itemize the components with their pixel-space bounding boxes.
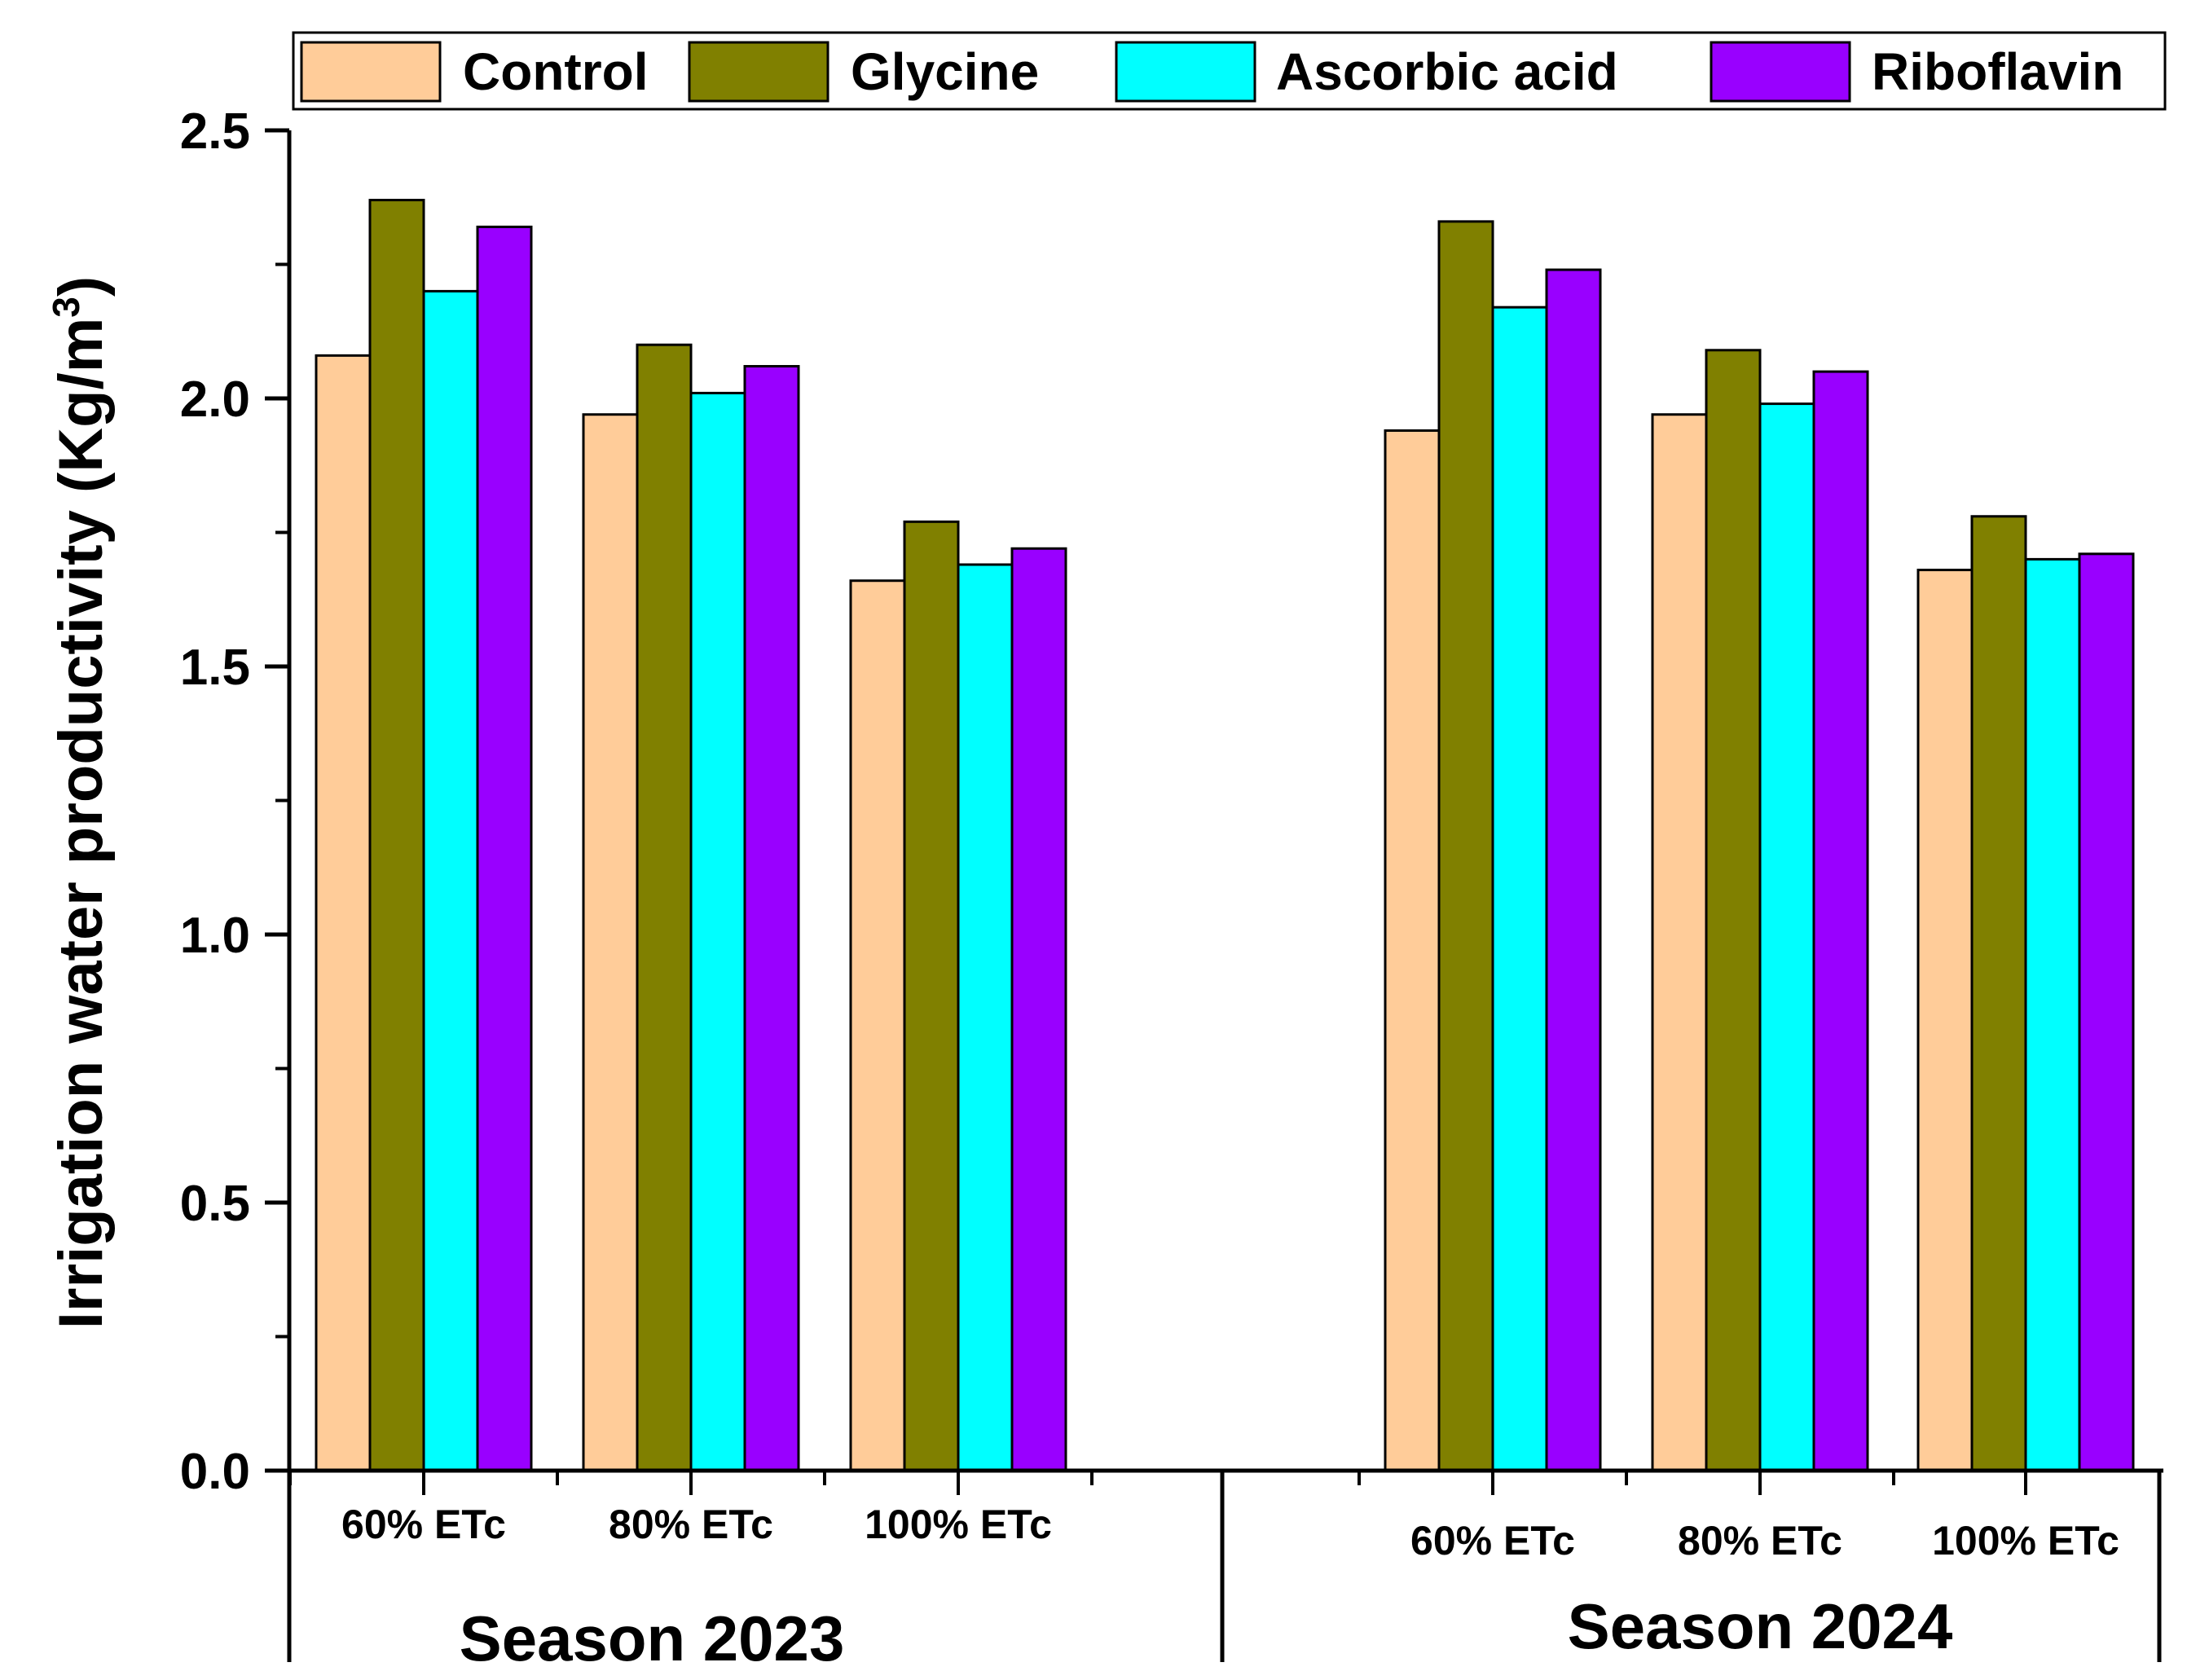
bar-riboflavin: [1545, 268, 1602, 1472]
bar-control: [1384, 429, 1441, 1472]
bar-area: [315, 199, 2135, 1472]
legend-swatch-glycine: [688, 41, 829, 103]
bar-control: [582, 413, 639, 1472]
y-axis-label: Irrigation water productivity (Kg/m3): [45, 276, 116, 1329]
bar-control: [1916, 569, 1974, 1472]
x-tick-label: 80% ETc: [609, 1502, 773, 1547]
legend-label: Glycine: [851, 42, 1039, 101]
x-tick-label: 60% ETc: [1410, 1518, 1575, 1563]
x-tick-label: 60% ETc: [341, 1502, 506, 1547]
bar-glycine: [1970, 515, 2027, 1472]
group-label: Season 2023: [460, 1603, 845, 1674]
y-tick-label: 1.5: [180, 640, 250, 696]
bar-control: [315, 354, 372, 1472]
legend-label: Riboflavin: [1872, 42, 2123, 101]
legend-swatch-riboflavin: [1710, 41, 1851, 103]
bar-ascorbic-acid: [689, 391, 746, 1472]
bar-riboflavin: [2078, 552, 2135, 1472]
x-tick-label: 100% ETc: [865, 1502, 1052, 1547]
bar-control: [849, 579, 906, 1472]
bar-ascorbic-acid: [422, 289, 479, 1472]
bar-ascorbic-acid: [1758, 402, 1815, 1472]
bar-ascorbic-acid: [1491, 306, 1548, 1472]
legend-label: Ascorbic acid: [1276, 42, 1618, 101]
bar-glycine: [636, 343, 693, 1472]
legend-frame: [292, 31, 2167, 111]
bar-glycine: [1437, 220, 1494, 1472]
bar-glycine: [903, 520, 960, 1472]
bar-ascorbic-acid: [2024, 557, 2081, 1472]
legend-swatch-control: [300, 41, 442, 103]
bar-glycine: [1705, 349, 1762, 1472]
y-tick-label: 0.0: [180, 1444, 250, 1500]
y-axis-label-main: Irrigation water productivity (Kg/m: [46, 318, 116, 1329]
y-tick-label: 0.5: [180, 1176, 250, 1232]
bar-riboflavin: [1010, 547, 1067, 1472]
chart-legend: Control Glycine Ascorbic acid Riboflavin: [292, 31, 2167, 111]
x-tick-label: 100% ETc: [1932, 1518, 2119, 1563]
y-tick-label: 1.0: [180, 908, 250, 964]
y-tick-label: 2.5: [180, 103, 250, 160]
group-label: Season 2024: [1568, 1590, 1953, 1662]
bar-glycine: [368, 199, 425, 1472]
y-tick-label: 2.0: [180, 372, 250, 428]
axes: 0.0 0.5 1.0 1.5 2.0 2.5 60% ETc 80% ETc 100% ETc…: [180, 103, 2163, 1674]
bar-riboflavin: [1812, 370, 1869, 1472]
bar-control: [1651, 413, 1708, 1472]
x-tick-label: 80% ETc: [1678, 1518, 1842, 1563]
legend-swatch-ascorbic-acid: [1115, 41, 1256, 103]
bar-ascorbic-acid: [957, 563, 1014, 1472]
bar-riboflavin: [476, 225, 533, 1472]
y-axis-label-superscript: 3: [45, 297, 87, 318]
y-axis-label-close: ): [46, 276, 116, 297]
bar-riboflavin: [743, 365, 800, 1472]
legend-label: Control: [463, 42, 649, 101]
